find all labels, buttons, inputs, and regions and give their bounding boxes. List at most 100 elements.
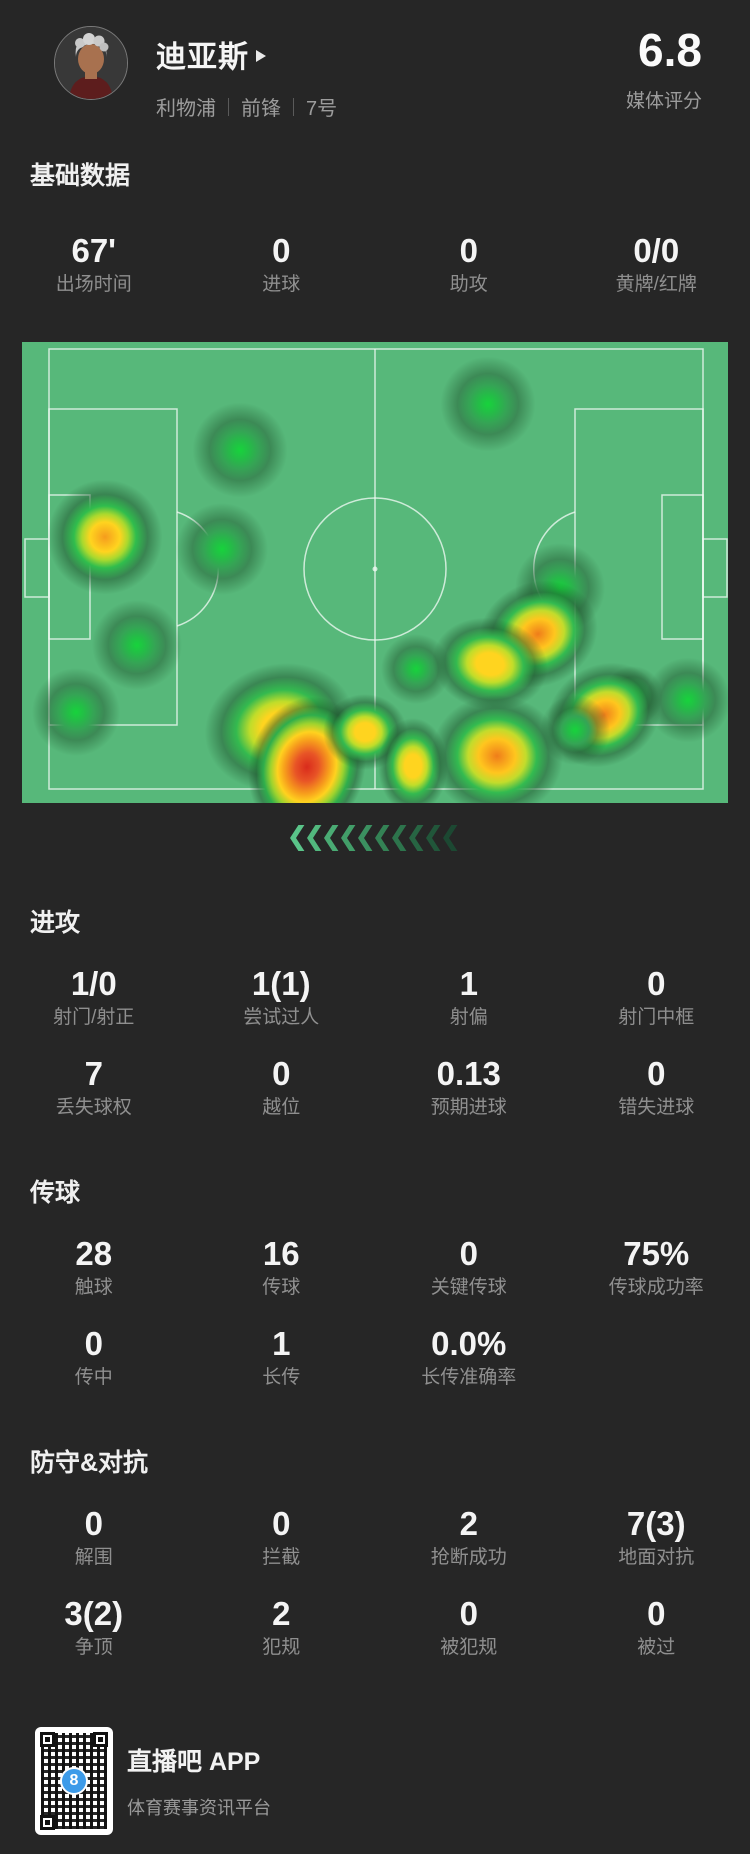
player-header[interactable]: 迪亚斯 利物浦 前锋 7号 6.8 媒体评分 bbox=[0, 0, 750, 122]
player-detail-arrow-icon[interactable] bbox=[256, 49, 266, 62]
stat-cell: 75% 传球成功率 bbox=[563, 1233, 750, 1301]
stat-value: 0 bbox=[647, 1055, 666, 1092]
stat-cell: 0 射门中框 bbox=[563, 963, 750, 1031]
stat-value: 0 bbox=[84, 1325, 103, 1362]
heat-blob-hot bbox=[47, 479, 163, 595]
stat-cell: 2 犯规 bbox=[188, 1593, 376, 1661]
stat-cell: 16 传球 bbox=[188, 1233, 376, 1301]
stat-label: 黄牌/红牌 bbox=[615, 274, 697, 295]
app-badge-8-icon: 8 bbox=[60, 1767, 88, 1795]
stat-row: 28 触球 16 传球 0 关键传球 75% 传球成功率 bbox=[0, 1233, 750, 1301]
stat-value: 2 bbox=[459, 1505, 478, 1542]
stat-label: 预期进球 bbox=[430, 1097, 507, 1118]
heat-blob-green bbox=[381, 634, 451, 704]
stat-section: 进攻 1/0 射门/射正 1(1) 尝试过人 1 射偏 0 射门中框 7 丢失球权 0 越位 0.13 预期… bbox=[0, 907, 750, 1121]
stat-label: 抢断成功 bbox=[430, 1547, 507, 1568]
stat-value: 75% bbox=[623, 1235, 690, 1272]
app-name: 直播吧 APP bbox=[127, 1748, 261, 1776]
stat-cell: 28 触球 bbox=[0, 1233, 188, 1301]
stat-cell: 67' 出场时间 bbox=[0, 230, 188, 298]
stat-value: 0.13 bbox=[436, 1055, 501, 1092]
stat-cell: 0.13 预期进球 bbox=[375, 1053, 563, 1121]
stat-label: 解围 bbox=[74, 1547, 113, 1568]
stat-value: 1/0 bbox=[70, 965, 117, 1002]
stat-value: 0 bbox=[272, 1505, 291, 1542]
heat-blob-green bbox=[92, 600, 182, 690]
stat-label: 拦截 bbox=[262, 1547, 301, 1568]
stat-label: 传球成功率 bbox=[608, 1277, 704, 1298]
stat-cell: 0 关键传球 bbox=[375, 1233, 563, 1301]
stat-label: 射门中框 bbox=[618, 1007, 695, 1028]
stat-row: 1/0 射门/射正 1(1) 尝试过人 1 射偏 0 射门中框 bbox=[0, 963, 750, 1031]
stat-value: 67' bbox=[71, 232, 117, 269]
media-rating-label: 媒体评分 bbox=[625, 91, 702, 112]
stat-label: 射偏 bbox=[449, 1007, 488, 1028]
app-tagline: 体育赛事资讯平台 bbox=[127, 1798, 271, 1818]
heat-blob-green bbox=[440, 356, 536, 452]
separator bbox=[293, 97, 294, 116]
stat-cell: 0 错失进球 bbox=[563, 1053, 750, 1121]
heat-blob-green bbox=[32, 668, 120, 756]
separator bbox=[228, 97, 229, 116]
stat-cell: 0 拦截 bbox=[188, 1503, 376, 1571]
app-footer: 8 直播吧 APP 体育赛事资讯平台 bbox=[35, 1727, 750, 1835]
stat-label: 射门/射正 bbox=[53, 1007, 135, 1028]
section-title: 传球 bbox=[30, 1179, 81, 1207]
stat-value: 1 bbox=[459, 965, 478, 1002]
stat-cell: 0 解围 bbox=[0, 1503, 188, 1571]
qr-code: 8 bbox=[35, 1727, 113, 1835]
player-number: 7号 bbox=[306, 98, 338, 120]
stat-value: 16 bbox=[262, 1235, 300, 1272]
stat-cell: 1/0 射门/射正 bbox=[0, 963, 188, 1031]
stat-label: 越位 bbox=[262, 1097, 301, 1118]
stat-cell: 1 射偏 bbox=[375, 963, 563, 1031]
stat-cell: 7(3) 地面对抗 bbox=[563, 1503, 750, 1571]
stat-label: 助攻 bbox=[449, 274, 488, 295]
stat-cell: 1(1) 尝试过人 bbox=[188, 963, 376, 1031]
stat-section: 基础数据 67' 出场时间 0 进球 0 助攻 0/0 黄牌/红牌 bbox=[0, 160, 750, 298]
section-title: 进攻 bbox=[30, 909, 81, 937]
section-title: 基础数据 bbox=[30, 162, 131, 190]
stat-label: 进球 bbox=[262, 274, 301, 295]
stat-label: 传中 bbox=[74, 1367, 113, 1388]
player-name: 迪亚斯 bbox=[156, 41, 249, 74]
stat-value: 7 bbox=[84, 1055, 103, 1092]
stat-label: 长传 bbox=[262, 1367, 301, 1388]
stat-value: 28 bbox=[75, 1235, 113, 1272]
stat-value: 0/0 bbox=[633, 232, 680, 269]
stat-cell: 7 丢失球权 bbox=[0, 1053, 188, 1121]
stat-value: 0 bbox=[647, 1595, 666, 1632]
stat-label: 触球 bbox=[74, 1277, 113, 1298]
stat-value: 1(1) bbox=[251, 965, 311, 1002]
heat-blob-green bbox=[176, 503, 268, 595]
stat-cell: 3(2) 争顶 bbox=[0, 1593, 188, 1661]
stat-cell: 0 越位 bbox=[188, 1053, 376, 1121]
stat-section: 传球 28 触球 16 传球 0 关键传球 75% 传球成功率 0 传中 1 长传 0.0% 长传准确率 bbox=[0, 1177, 750, 1391]
qr-finder-icon bbox=[93, 1732, 108, 1747]
stat-label: 错失进球 bbox=[618, 1097, 695, 1118]
stat-value: 3(2) bbox=[64, 1595, 124, 1632]
stat-row: 67' 出场时间 0 进球 0 助攻 0/0 黄牌/红牌 bbox=[0, 230, 750, 298]
qr-finder-icon bbox=[40, 1732, 55, 1747]
stat-value: 0 bbox=[272, 232, 291, 269]
stat-label: 犯规 bbox=[262, 1637, 301, 1658]
stat-label: 地面对抗 bbox=[618, 1547, 695, 1568]
stat-row: 0 传中 1 长传 0.0% 长传准确率 bbox=[0, 1323, 750, 1391]
stat-value: 0 bbox=[459, 1235, 478, 1272]
stat-value: 0 bbox=[84, 1505, 103, 1542]
stat-row: 3(2) 争顶 2 犯规 0 被犯规 0 被过 bbox=[0, 1593, 750, 1661]
player-avatar bbox=[54, 26, 128, 100]
stat-value: 7(3) bbox=[626, 1505, 686, 1542]
heat-blob-green bbox=[192, 402, 288, 498]
stat-value: 0 bbox=[459, 1595, 478, 1632]
stat-cell-empty bbox=[563, 1323, 750, 1391]
stat-value: 0.0% bbox=[431, 1325, 507, 1362]
stat-label: 被犯规 bbox=[440, 1637, 498, 1658]
media-rating-value: 6.8 bbox=[638, 24, 702, 76]
stat-value: 0 bbox=[459, 232, 478, 269]
stat-value: 2 bbox=[272, 1595, 291, 1632]
stat-value: 1 bbox=[272, 1325, 291, 1362]
stat-sections: 进攻 1/0 射门/射正 1(1) 尝试过人 1 射偏 0 射门中框 7 丢失球权 0 越位 0.13 预期… bbox=[0, 907, 750, 1661]
stat-cell: 1 长传 bbox=[188, 1323, 376, 1391]
stat-cell: 0 进球 bbox=[188, 230, 376, 298]
